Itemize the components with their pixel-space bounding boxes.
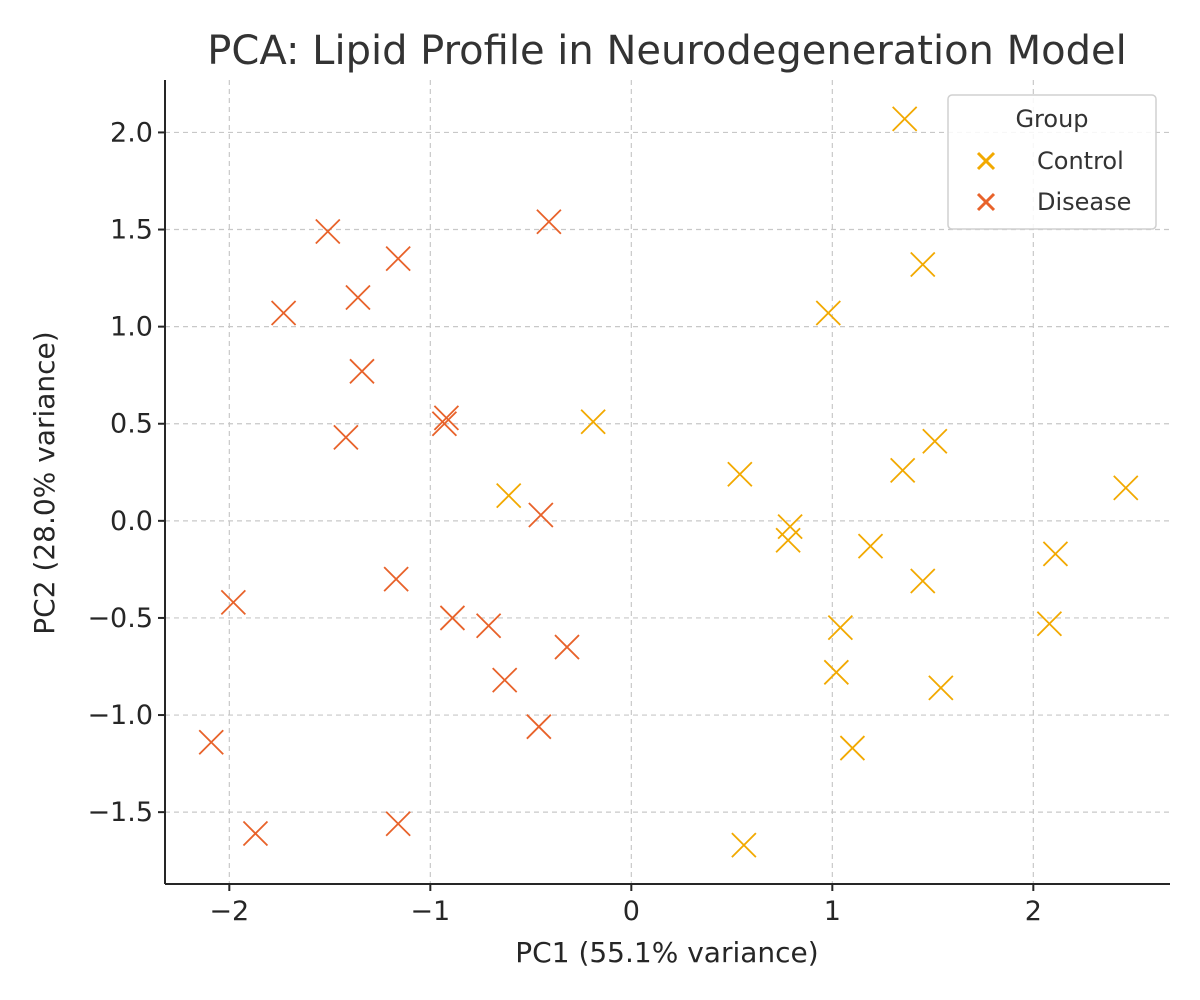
y-tick-label: −1.0 <box>87 700 153 731</box>
data-point-disease <box>439 605 466 631</box>
legend-entry-disease: Disease <box>976 188 1131 216</box>
data-point-disease <box>198 729 224 755</box>
x-axis-label: PC1 (55.1% variance) <box>515 936 818 969</box>
legend-box <box>947 94 1157 230</box>
y-tick-label: 1.0 <box>110 312 153 343</box>
data-point-disease <box>492 667 518 693</box>
data-point-disease <box>220 589 246 616</box>
legend-label: Control <box>1037 147 1124 175</box>
data-point-control <box>580 409 606 435</box>
x-tick-label: −2 <box>209 896 249 927</box>
x-tick-label: 1 <box>824 896 841 927</box>
x-tick-label: −1 <box>410 896 450 927</box>
data-point-control <box>827 615 853 641</box>
data-point-disease <box>554 634 580 660</box>
data-point-control <box>922 428 948 454</box>
data-point-control <box>892 106 918 132</box>
series-control <box>496 106 1139 858</box>
y-tick-label: 2.0 <box>110 117 153 148</box>
legend-title: Group <box>1015 105 1088 133</box>
data-point-control <box>727 461 753 487</box>
data-point-disease <box>385 246 411 272</box>
data-point-control <box>823 659 849 685</box>
data-point-disease <box>242 820 269 847</box>
data-point-control <box>910 251 936 278</box>
data-point-disease <box>270 300 297 326</box>
y-axis-label: PC2 (28.0% variance) <box>28 331 61 634</box>
data-point-control <box>496 482 522 509</box>
legend: Group Control Disease <box>947 94 1157 230</box>
data-point-disease <box>528 502 554 528</box>
legend-label: Disease <box>1037 188 1131 216</box>
data-point-control <box>775 527 801 553</box>
legend-marker-icon <box>976 192 996 212</box>
y-tick-label: 1.5 <box>110 215 153 246</box>
data-point-disease <box>475 613 502 639</box>
data-point-control <box>910 568 936 594</box>
data-point-disease <box>315 218 341 245</box>
data-point-control <box>857 533 884 559</box>
y-tick-label: 0.0 <box>110 506 153 537</box>
y-tick-label: −0.5 <box>87 603 153 634</box>
data-point-disease <box>526 714 552 740</box>
x-tick-label: 0 <box>623 896 640 927</box>
data-point-disease <box>333 424 359 450</box>
data-point-disease <box>433 405 460 431</box>
data-point-disease <box>349 358 375 384</box>
y-tick-label: −1.5 <box>87 797 153 828</box>
data-point-disease <box>536 209 562 235</box>
data-point-control <box>1036 611 1063 637</box>
data-point-control <box>815 300 841 326</box>
x-tick-label: 2 <box>1025 896 1042 927</box>
series-disease <box>198 209 580 847</box>
data-point-disease <box>345 284 371 311</box>
ticks-layer: −2 −1 0 1 2 −1.5 −1.0 −0.5 0.0 0.5 1.0 1.5 2.0 <box>87 117 1041 927</box>
data-point-control <box>1042 541 1069 567</box>
data-point-disease <box>383 566 409 592</box>
data-point-control <box>890 457 916 483</box>
data-point-control <box>839 735 866 761</box>
legend-entry-control: Control <box>976 147 1124 175</box>
y-tick-label: 0.5 <box>110 409 153 440</box>
data-point-control <box>1113 475 1139 501</box>
data-layer <box>198 106 1139 858</box>
data-point-disease <box>431 411 458 437</box>
legend-entries: Control Disease <box>976 147 1131 216</box>
axes-layer <box>164 80 1170 885</box>
data-point-control <box>731 832 757 858</box>
data-point-control <box>928 675 954 701</box>
chart-title: PCA: Lipid Profile in Neurodegeneration … <box>207 28 1126 74</box>
legend-marker-icon <box>976 151 996 171</box>
data-point-disease <box>385 811 411 837</box>
